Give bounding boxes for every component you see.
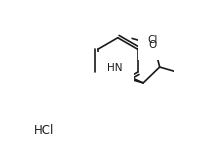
Text: O: O [115, 71, 123, 81]
Text: O: O [148, 40, 157, 50]
Text: HCl: HCl [34, 124, 55, 137]
Text: HN: HN [107, 63, 122, 73]
Text: Cl: Cl [147, 35, 158, 45]
